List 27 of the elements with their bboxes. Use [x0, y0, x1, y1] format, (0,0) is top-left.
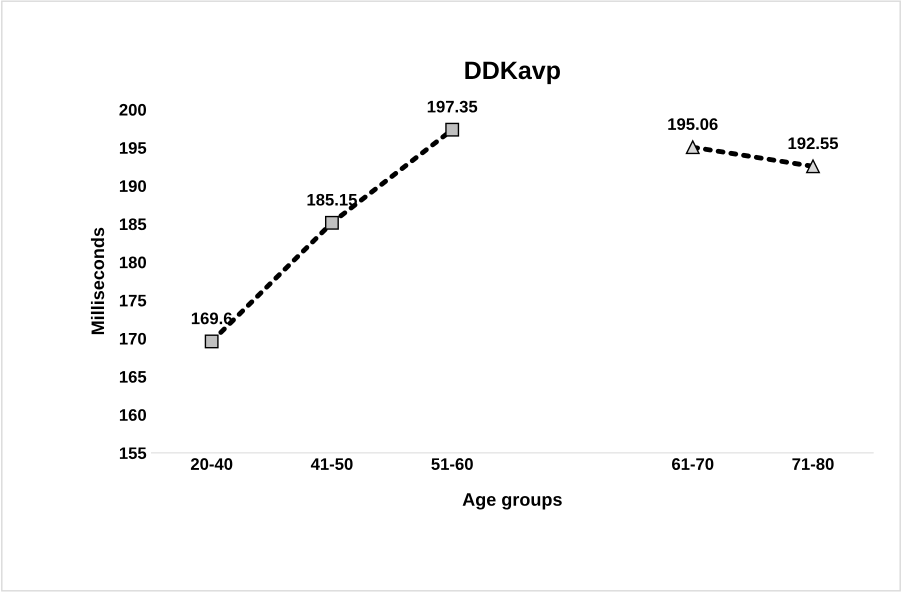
- point: [686, 140, 700, 154]
- x-tick-label: 20-40: [190, 458, 232, 470]
- y-tick-label: 190: [120, 180, 146, 192]
- point: [445, 122, 460, 137]
- y-tick-label: 155: [120, 447, 146, 460]
- x-tick-label: 61-70: [672, 458, 714, 470]
- x-axis-title: Age groups: [462, 493, 562, 510]
- y-tick-label: 185: [120, 218, 146, 230]
- y-tick-label: 180: [120, 256, 146, 268]
- y-axis-title: Milliseconds: [90, 228, 104, 334]
- y-tick-label: 200: [119, 104, 146, 116]
- x-tick-label: 71-80: [792, 458, 834, 470]
- y-tick-label: 170: [120, 332, 146, 345]
- data-label: 192.55: [788, 137, 838, 150]
- data-label: 195.06: [668, 118, 718, 130]
- data-label: 185.15: [308, 194, 357, 206]
- y-tick-label: 195: [120, 142, 146, 154]
- y-tick-label: 165: [120, 370, 146, 383]
- chart-title: DDKavp: [465, 62, 560, 84]
- data-label: 197.35: [428, 100, 478, 113]
- point: [204, 334, 219, 348]
- y-tick-label: 175: [120, 294, 146, 306]
- point: [806, 159, 820, 174]
- x-tick-label: 51-60: [431, 458, 473, 470]
- point: [324, 216, 339, 230]
- y-tick-label: 160: [120, 409, 146, 421]
- x-tick-label: 41-50: [310, 458, 353, 470]
